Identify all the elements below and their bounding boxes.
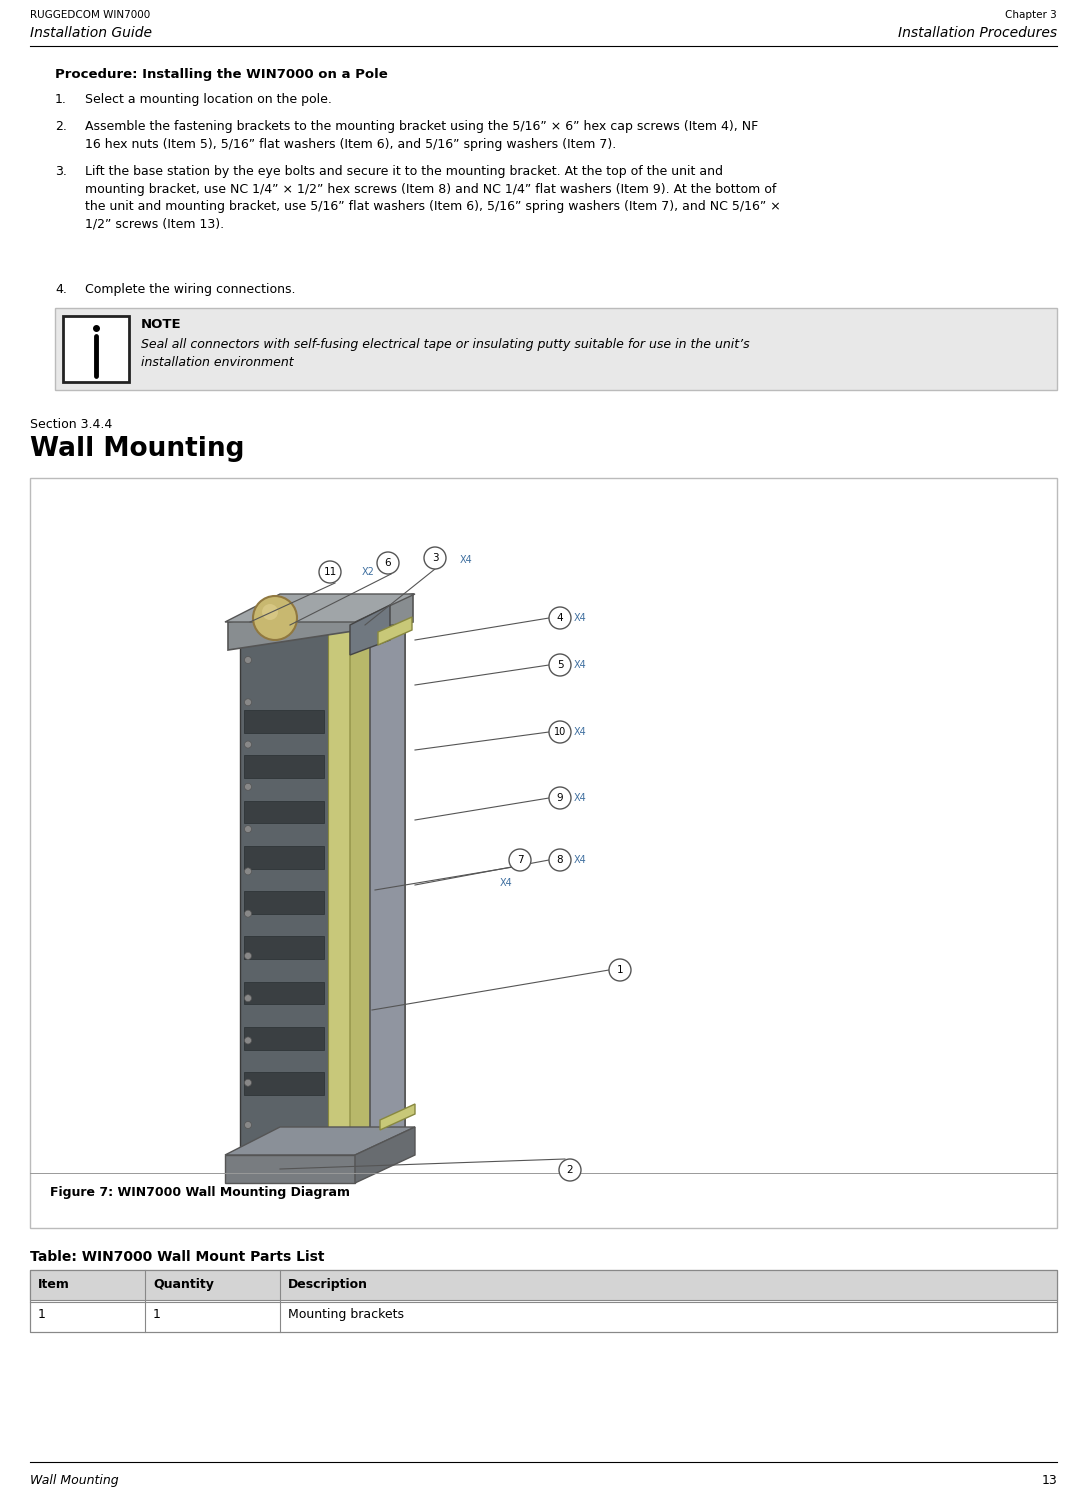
Text: Procedure: Installing the WIN7000 on a Pole: Procedure: Installing the WIN7000 on a P… bbox=[55, 67, 388, 81]
FancyBboxPatch shape bbox=[243, 711, 324, 733]
FancyBboxPatch shape bbox=[30, 1270, 1057, 1331]
Text: Item: Item bbox=[38, 1278, 70, 1291]
Circle shape bbox=[424, 548, 446, 568]
Text: 1: 1 bbox=[38, 1308, 46, 1321]
Text: 8: 8 bbox=[557, 856, 563, 865]
Circle shape bbox=[253, 595, 297, 640]
Circle shape bbox=[245, 657, 251, 664]
Text: X4: X4 bbox=[460, 555, 473, 565]
Text: 5: 5 bbox=[557, 660, 563, 670]
Text: Chapter 3: Chapter 3 bbox=[1005, 10, 1057, 19]
Text: 1: 1 bbox=[153, 1308, 161, 1321]
FancyBboxPatch shape bbox=[243, 1073, 324, 1095]
Polygon shape bbox=[228, 594, 413, 649]
Text: Mounting brackets: Mounting brackets bbox=[288, 1308, 404, 1321]
Text: 7: 7 bbox=[516, 856, 523, 865]
Text: X4: X4 bbox=[500, 878, 513, 889]
FancyBboxPatch shape bbox=[30, 1270, 1057, 1300]
Polygon shape bbox=[240, 601, 405, 630]
Circle shape bbox=[609, 959, 630, 981]
Text: 1: 1 bbox=[616, 965, 623, 975]
Text: Lift the base station by the eye bolts and secure it to the mounting bracket. At: Lift the base station by the eye bolts a… bbox=[85, 165, 780, 230]
FancyBboxPatch shape bbox=[243, 981, 324, 1004]
Text: Section 3.4.4: Section 3.4.4 bbox=[30, 417, 112, 431]
FancyBboxPatch shape bbox=[243, 892, 324, 914]
Circle shape bbox=[549, 850, 571, 871]
Polygon shape bbox=[328, 630, 350, 1155]
Circle shape bbox=[549, 721, 571, 744]
Text: Assemble the fastening brackets to the mounting bracket using the 5/16” × 6” hex: Assemble the fastening brackets to the m… bbox=[85, 120, 759, 151]
Polygon shape bbox=[370, 618, 405, 1155]
FancyBboxPatch shape bbox=[243, 845, 324, 869]
Text: 9: 9 bbox=[557, 793, 563, 803]
Text: X2: X2 bbox=[362, 567, 375, 577]
Polygon shape bbox=[378, 616, 412, 645]
Circle shape bbox=[262, 604, 278, 619]
FancyBboxPatch shape bbox=[243, 755, 324, 778]
Text: 10: 10 bbox=[554, 727, 566, 738]
FancyBboxPatch shape bbox=[243, 936, 324, 959]
Circle shape bbox=[549, 654, 571, 676]
Polygon shape bbox=[240, 630, 350, 1155]
Circle shape bbox=[245, 699, 251, 706]
Polygon shape bbox=[355, 1126, 415, 1183]
Text: X4: X4 bbox=[574, 856, 587, 865]
Text: Seal all connectors with self-fusing electrical tape or insulating putty suitabl: Seal all connectors with self-fusing ele… bbox=[141, 338, 750, 370]
Text: 3.: 3. bbox=[55, 165, 67, 178]
Text: X4: X4 bbox=[574, 660, 587, 670]
Circle shape bbox=[245, 995, 251, 1002]
Text: 2.: 2. bbox=[55, 120, 67, 133]
Circle shape bbox=[549, 607, 571, 628]
Text: Installation Procedures: Installation Procedures bbox=[898, 25, 1057, 40]
Text: Complete the wiring connections.: Complete the wiring connections. bbox=[85, 283, 296, 296]
Text: NOTE: NOTE bbox=[141, 319, 182, 331]
Text: Wall Mounting: Wall Mounting bbox=[30, 1474, 118, 1487]
Text: RUGGEDCOM WIN7000: RUGGEDCOM WIN7000 bbox=[30, 10, 150, 19]
Polygon shape bbox=[225, 1126, 415, 1155]
Polygon shape bbox=[350, 604, 390, 655]
Circle shape bbox=[245, 1122, 251, 1128]
Circle shape bbox=[245, 1037, 251, 1044]
Text: Figure 7: WIN7000 Wall Mounting Diagram: Figure 7: WIN7000 Wall Mounting Diagram bbox=[50, 1186, 350, 1198]
Text: 13: 13 bbox=[1041, 1474, 1057, 1487]
FancyBboxPatch shape bbox=[30, 479, 1057, 1228]
Polygon shape bbox=[225, 594, 415, 622]
Text: Description: Description bbox=[288, 1278, 368, 1291]
Text: Wall Mounting: Wall Mounting bbox=[30, 435, 245, 462]
Text: Quantity: Quantity bbox=[153, 1278, 214, 1291]
Circle shape bbox=[245, 784, 251, 790]
Circle shape bbox=[245, 741, 251, 748]
Text: 4: 4 bbox=[557, 613, 563, 622]
Circle shape bbox=[559, 1159, 580, 1180]
Circle shape bbox=[377, 552, 399, 574]
Circle shape bbox=[509, 850, 532, 871]
Polygon shape bbox=[380, 1104, 415, 1129]
Polygon shape bbox=[350, 601, 405, 1155]
Text: 6: 6 bbox=[385, 558, 391, 568]
Text: 4.: 4. bbox=[55, 283, 67, 296]
Text: X4: X4 bbox=[574, 793, 587, 803]
Circle shape bbox=[245, 868, 251, 875]
Circle shape bbox=[245, 826, 251, 833]
Text: X4: X4 bbox=[574, 727, 587, 738]
Text: 3: 3 bbox=[432, 554, 438, 562]
Text: 11: 11 bbox=[323, 567, 337, 577]
FancyBboxPatch shape bbox=[63, 316, 129, 381]
Circle shape bbox=[318, 561, 341, 583]
FancyBboxPatch shape bbox=[243, 1028, 324, 1050]
Polygon shape bbox=[350, 619, 372, 1155]
Circle shape bbox=[245, 1079, 251, 1086]
FancyBboxPatch shape bbox=[243, 800, 324, 823]
Text: Table: WIN7000 Wall Mount Parts List: Table: WIN7000 Wall Mount Parts List bbox=[30, 1251, 325, 1264]
Text: Installation Guide: Installation Guide bbox=[30, 25, 152, 40]
Polygon shape bbox=[225, 1155, 355, 1183]
Text: 2: 2 bbox=[566, 1165, 573, 1174]
Text: 1.: 1. bbox=[55, 93, 67, 106]
Circle shape bbox=[245, 910, 251, 917]
Circle shape bbox=[245, 953, 251, 959]
Circle shape bbox=[549, 787, 571, 809]
Text: X4: X4 bbox=[574, 613, 587, 622]
Text: Select a mounting location on the pole.: Select a mounting location on the pole. bbox=[85, 93, 332, 106]
FancyBboxPatch shape bbox=[55, 308, 1057, 390]
